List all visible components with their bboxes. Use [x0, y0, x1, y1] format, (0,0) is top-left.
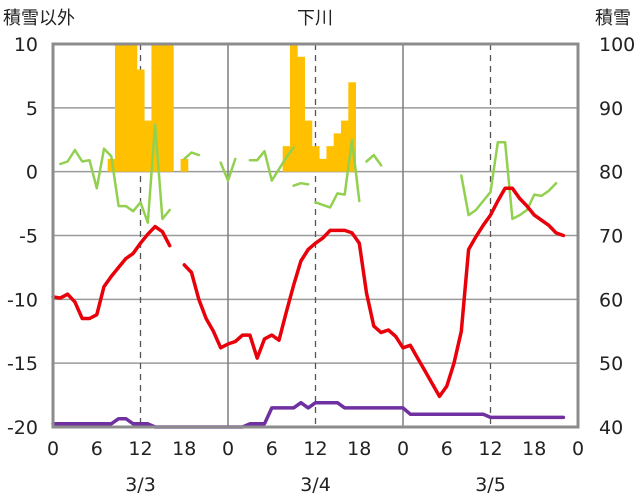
x-tick-label-6: 12 [303, 438, 327, 460]
bar-37 [319, 158, 327, 172]
series-1-segment-4 [292, 181, 310, 187]
x-tick-label-3: 18 [172, 438, 196, 460]
left-axis-title: 積雪以外 [3, 8, 75, 29]
right-tick-label-6: 40 [599, 417, 623, 439]
bar-15 [158, 44, 167, 172]
date-label-1: 3/4 [300, 474, 331, 496]
series-1-segment-0 [59, 123, 171, 224]
bar-10 [122, 44, 130, 172]
left-tick-label-4: -10 [7, 289, 38, 311]
x-tick-label-1: 6 [91, 438, 103, 460]
right-axis-title: 積雪 [595, 8, 631, 29]
plot-frame [51, 42, 580, 429]
series-1-segment-2 [219, 157, 237, 182]
bar-33 [289, 44, 298, 172]
date-label-2: 3/5 [475, 474, 506, 496]
date-label-0: 3/3 [125, 474, 156, 496]
right-tick-label-4: 60 [599, 289, 623, 311]
x-tick-label-2: 12 [128, 438, 152, 460]
x-tick-label-7: 18 [347, 438, 371, 460]
right-tick-label-5: 50 [599, 353, 623, 375]
bar-35 [304, 120, 313, 172]
series-2-segment-0 [51, 224, 172, 321]
series-1-segment-6 [365, 153, 383, 167]
bar-14 [151, 44, 160, 172]
x-tick-label-4: 0 [222, 438, 234, 460]
bar-34 [297, 56, 305, 172]
bar-39 [333, 133, 342, 172]
lines-layer [51, 123, 566, 429]
right-tick-label-0: 100 [599, 34, 635, 56]
left-tick-label-5: -15 [7, 353, 38, 375]
left-tick-label-6: -20 [7, 417, 38, 439]
right-tick-label-3: 70 [599, 226, 623, 248]
series-3-segment-0 [51, 400, 566, 429]
x-tick-label-12: 0 [572, 438, 584, 460]
series-1-segment-5 [314, 138, 361, 209]
left-tick-label-0: 10 [14, 34, 38, 56]
chart-title: 下川 [297, 8, 333, 29]
bar-9 [114, 44, 123, 172]
bar-40 [341, 120, 349, 172]
series-1-segment-1 [183, 151, 201, 161]
x-tick-label-9: 6 [441, 438, 453, 460]
right-tick-label-1: 90 [599, 98, 623, 120]
x-tick-label-11: 18 [522, 438, 546, 460]
bar-11 [129, 44, 138, 172]
x-tick-label-10: 12 [478, 438, 502, 460]
x-tick-label-0: 0 [47, 438, 59, 460]
x-tick-label-8: 0 [397, 438, 409, 460]
left-tick-label-2: 0 [26, 162, 38, 184]
left-tick-label-3: -5 [19, 226, 38, 248]
series-2-segment-1 [182, 186, 566, 399]
left-tick-label-1: 5 [26, 98, 38, 120]
bar-41 [348, 82, 357, 172]
right-tick-label-2: 80 [599, 162, 623, 184]
bar-12 [136, 69, 145, 172]
bar-18 [180, 158, 189, 172]
series-1-segment-7 [460, 141, 558, 221]
bar-16 [166, 44, 174, 172]
bar-13 [144, 120, 152, 172]
bar-38 [326, 146, 335, 172]
bar-36 [311, 146, 320, 172]
x-tick-label-5: 6 [266, 438, 278, 460]
series-1-segment-3 [248, 146, 295, 182]
